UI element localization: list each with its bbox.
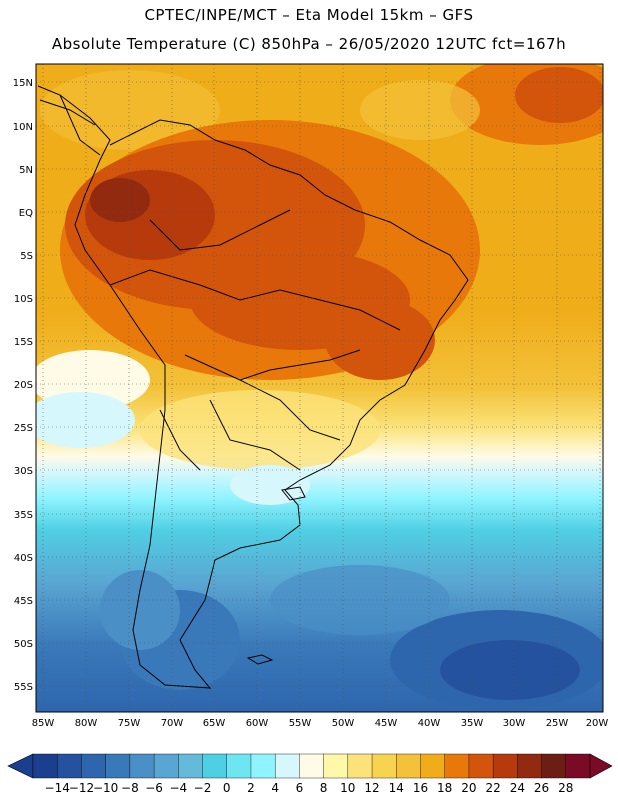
lat-label: 15N [13,78,33,89]
lat-label: 55S [14,682,33,693]
lat-label: 35S [14,510,33,521]
colorbar-swatch [81,753,107,779]
temperature-field [36,64,603,712]
lat-label: 30S [14,466,33,477]
lat-label: 45S [14,596,33,607]
colorbar-arrow-high [589,753,613,779]
colorbar: −14−12−10 −8 −6 −4 −2 0 2 4 6 8 10 12 14 16 18 20 22 24 26… [7,753,613,795]
colorbar-swatch [153,753,179,779]
colorbar-swatch [444,753,470,779]
colorbar-tick-label: 4 [271,781,279,795]
lat-label: 10N [13,122,33,133]
colorbar-tick-label: −2 [194,781,212,795]
chart-title-line1: CPTEC/INPE/MCT – Eta Model 15km – GFS [144,6,474,24]
colorbar-tick-label: −12 [69,781,94,795]
colorbar-swatch [202,753,228,779]
longitude-axis: 85W 80W 75W 70W 65W 60W 55W 50W 45W 40W … [32,718,609,729]
lon-label: 80W [75,718,98,729]
colorbar-swatch [226,753,252,779]
colorbar-tick-label: 22 [485,781,500,795]
lat-label: 5N [19,165,33,176]
colorbar-tick-label: −6 [145,781,163,795]
colorbar-tick-label: 8 [320,781,328,795]
colorbar-tick-label: 16 [413,781,428,795]
colorbar-swatch [347,753,373,779]
lon-label: 45W [375,718,398,729]
lon-label: 40W [418,718,441,729]
colorbar-tick-label: −10 [93,781,118,795]
colorbar-tick-label: 2 [247,781,255,795]
colorbar-swatch [105,753,131,779]
colorbar-swatch [541,753,567,779]
lat-label: 40S [14,553,33,564]
lat-label: 10S [14,294,33,305]
coastlines [37,85,469,689]
lat-label: 5S [20,251,33,262]
lon-label: 35W [461,718,484,729]
colorbar-tick-label: 10 [340,781,355,795]
colorbar-swatch [420,753,446,779]
lon-label: 50W [332,718,355,729]
lat-label: EQ [19,208,33,219]
colorbar-tick-label: 20 [461,781,476,795]
latitude-axis: 15N 10N 5N EQ 5S 10S 15S 20S 25S 30S 35S… [13,78,33,693]
colorbar-tick-label: −4 [169,781,187,795]
colorbar-tick-label: 0 [223,781,231,795]
colorbar-arrow-low [7,753,34,779]
colorbar-tick-label: −14 [45,781,70,795]
colorbar-swatch [250,753,276,779]
colorbar-swatch [323,753,349,779]
colorbar-tick-label: 26 [534,781,549,795]
lon-label: 25W [546,718,569,729]
colorbar-tick-label: 6 [296,781,304,795]
lon-label: 30W [503,718,526,729]
colorbar-swatch [468,753,494,779]
lon-label: 75W [118,718,141,729]
map-frame [35,63,604,713]
lat-label: 15S [14,337,33,348]
lat-label: 50S [14,639,33,650]
lon-label: 55W [289,718,312,729]
colorbar-tick-label: 24 [510,781,525,795]
colorbar-swatch [178,753,204,779]
colorbar-swatch [517,753,543,779]
lon-label: 60W [246,718,269,729]
colorbar-swatch [565,753,591,779]
colorbar-swatch [129,753,155,779]
lon-label: 85W [32,718,55,729]
graticule [36,64,603,712]
lat-label: 20S [14,380,33,391]
colorbar-swatch [32,753,58,779]
colorbar-swatch [492,753,518,779]
lon-label: 65W [203,718,226,729]
colorbar-swatch [299,753,325,779]
lon-label: 20W [586,718,609,729]
colorbar-swatch [57,753,82,779]
colorbar-swatch [371,753,397,779]
lon-label: 70W [161,718,184,729]
colorbar-tick-label: −8 [121,781,139,795]
colorbar-tick-label: 28 [558,781,573,795]
chart-title-line2: Absolute Temperature (C) 850hPa – 26/05/… [51,35,567,53]
colorbar-tick-label: 14 [389,781,404,795]
colorbar-swatch [396,753,421,779]
colorbar-tick-label: 18 [437,781,452,795]
lat-label: 25S [14,423,33,434]
colorbar-swatch [274,753,300,779]
colorbar-tick-label: 12 [364,781,379,795]
